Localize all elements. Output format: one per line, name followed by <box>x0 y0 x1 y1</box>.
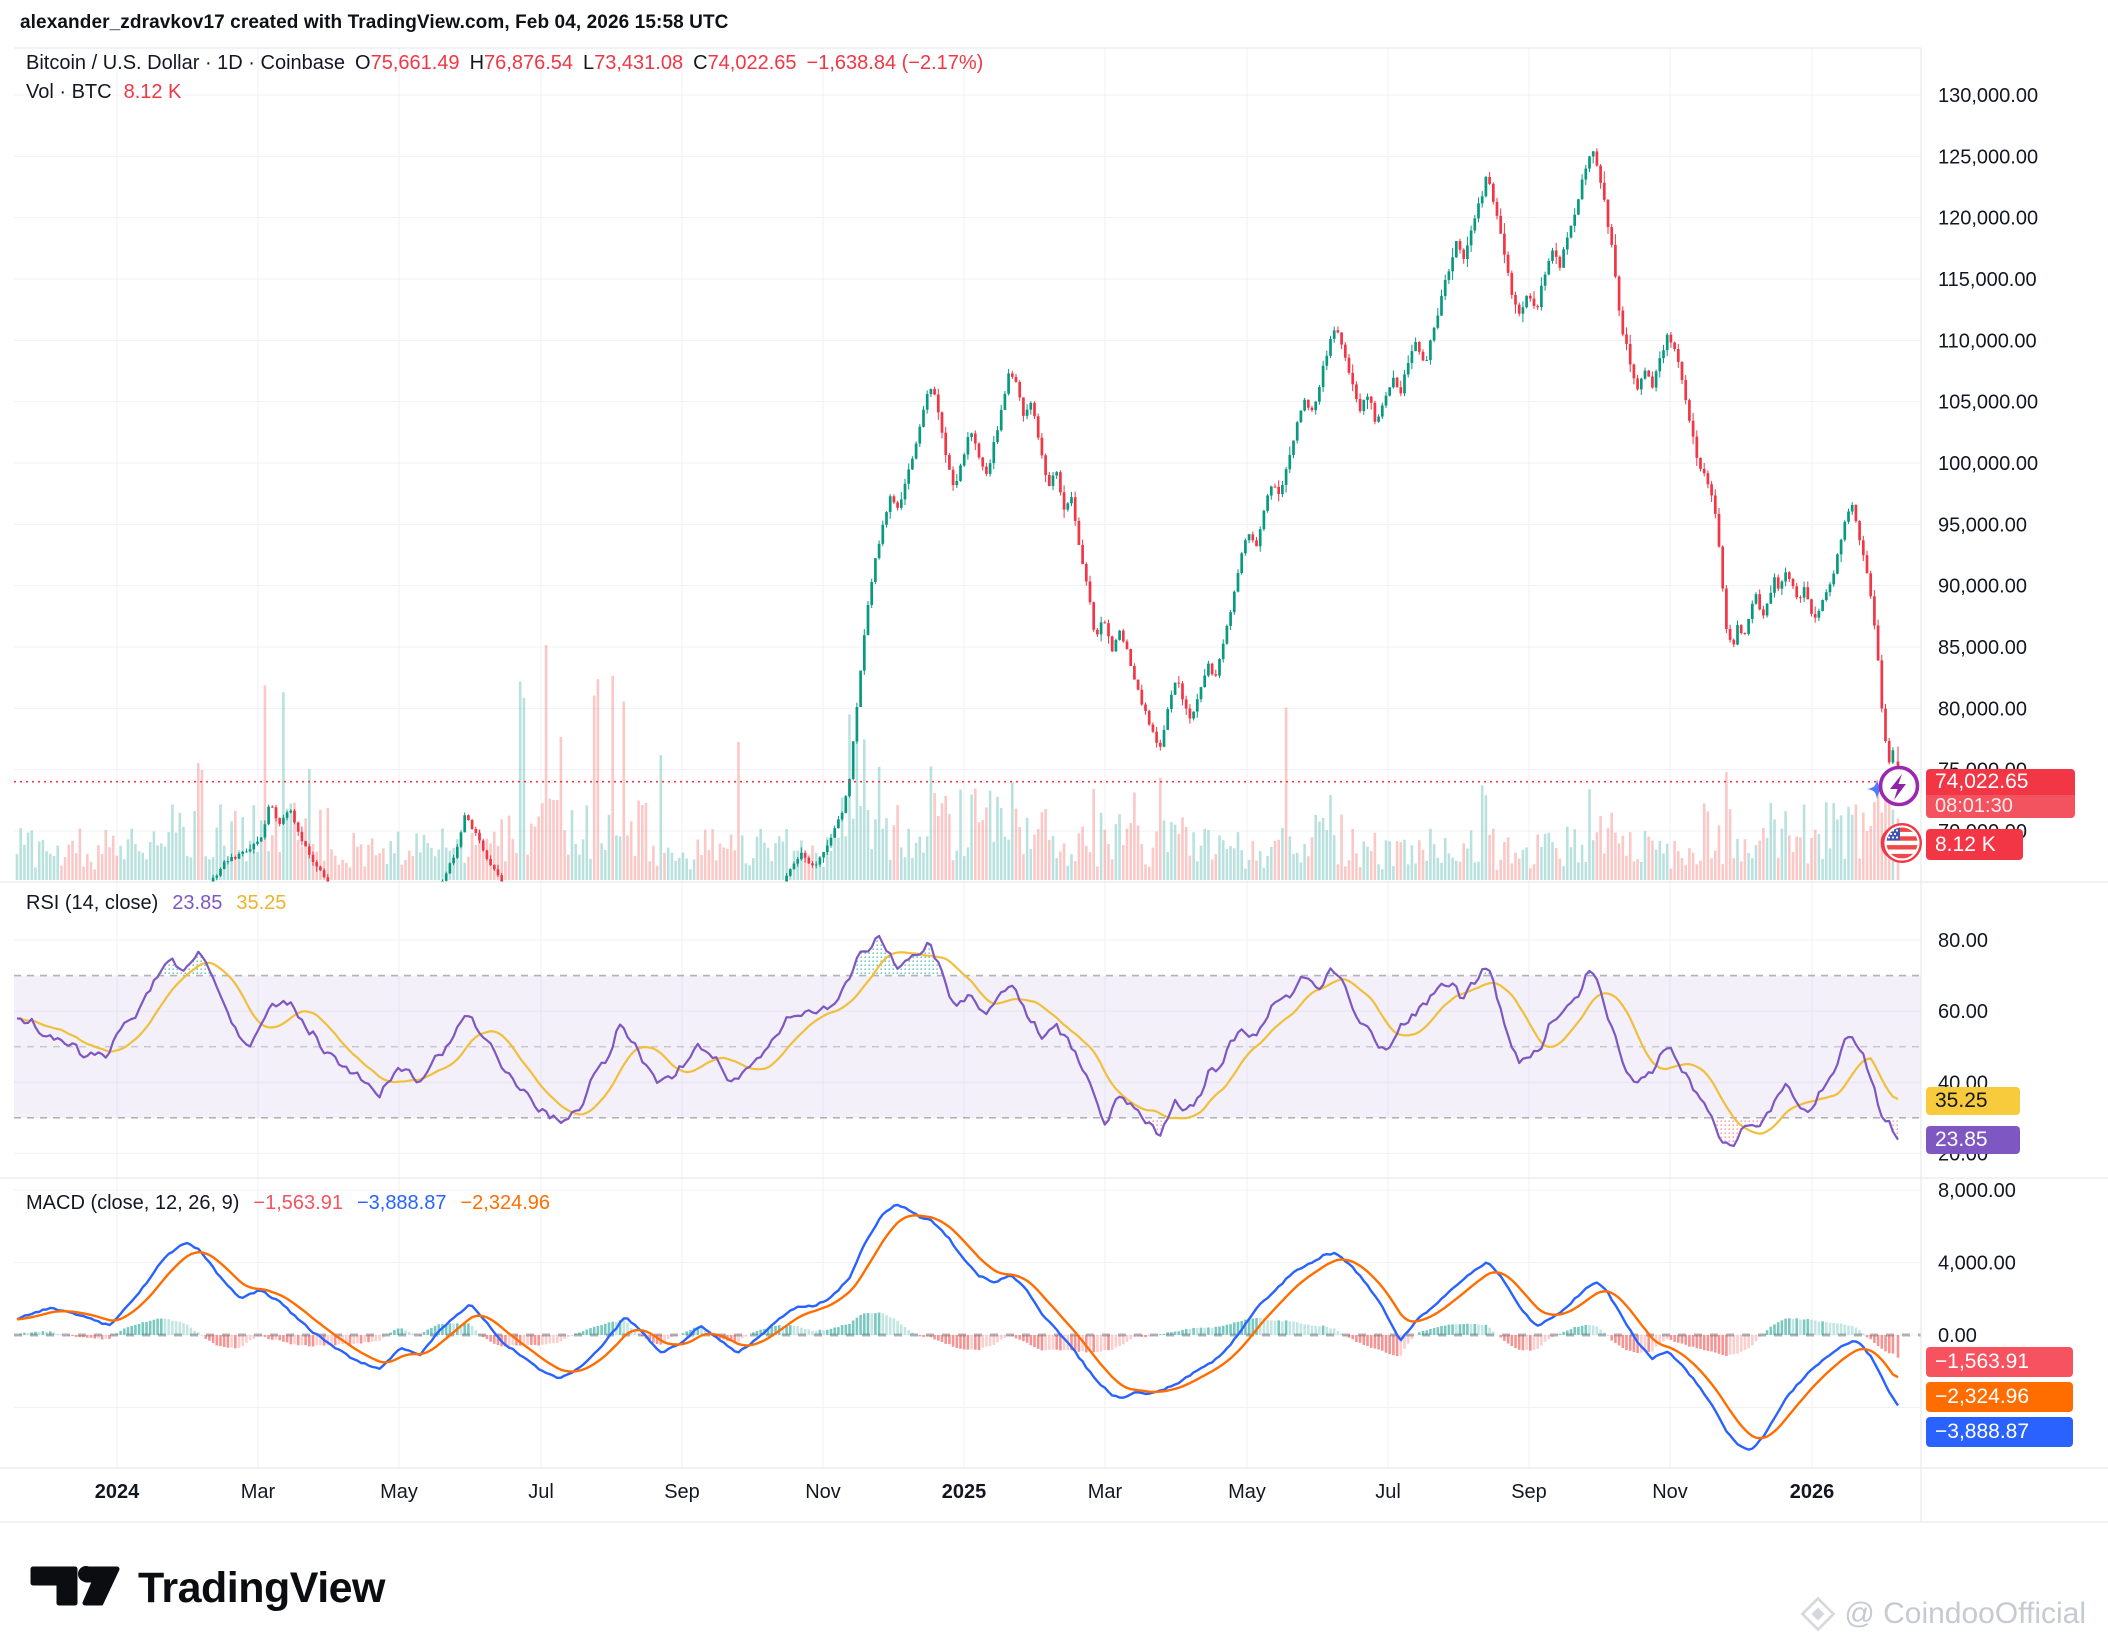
svg-text:80.00: 80.00 <box>1938 930 1988 952</box>
svg-text:100,000.00: 100,000.00 <box>1938 453 2038 475</box>
rsi-ma-badge: 35.25 <box>1926 1087 2020 1115</box>
ohlc-high: H76,876.54 <box>469 52 573 74</box>
rsi-ma-legend-value: 35.25 <box>236 892 287 914</box>
ohlc-close: C74,022.65 <box>693 52 797 74</box>
macd-pane[interactable] <box>14 1180 1921 1468</box>
time-axis-label: 2026 <box>1789 1481 1835 1503</box>
channel-watermark: @ CoindooOfficial <box>1800 1596 2086 1632</box>
macd-hist-legend-value: −1,563.91 <box>253 1192 343 1214</box>
time-axis[interactable]: 2024 Mar May Jul Sep Nov 2025 Mar May Jul Sep Nov 20… <box>0 1470 2108 1522</box>
watermark-text: @ CoindooOfficial <box>1844 1597 2086 1630</box>
time-axis-label: May <box>380 1481 418 1503</box>
svg-text:120,000.00: 120,000.00 <box>1938 208 2038 230</box>
macd-plot <box>14 1203 1921 1451</box>
time-axis-label: Mar <box>240 1481 276 1503</box>
volume-bars <box>15 645 1900 880</box>
svg-text:80,000.00: 80,000.00 <box>1938 698 2027 720</box>
symbol-legend: Bitcoin / U.S. Dollar · 1D · Coinbase O7… <box>26 52 983 75</box>
rsi-plot <box>16 934 1899 1148</box>
countdown-timer: 08:01:30 <box>1926 795 2075 818</box>
candles <box>211 148 1900 882</box>
tradingview-wordmark: TradingView <box>138 1563 386 1612</box>
grid-lines <box>14 47 1921 1468</box>
svg-text:85,000.00: 85,000.00 <box>1938 637 2027 659</box>
ohlc-open: O75,661.49 <box>355 52 460 74</box>
diamond-watermark-icon <box>1800 1596 1836 1632</box>
rsi-legend-value: 23.85 <box>172 892 223 914</box>
volume-legend-value: 8.12 K <box>123 81 182 103</box>
time-axis-label: Sep <box>664 1481 700 1503</box>
macd-legend: MACD (close, 12, 26, 9) −1,563.91 −3,888… <box>26 1192 550 1215</box>
svg-text:0.00: 0.00 <box>1938 1325 1977 1347</box>
tradingview-logo-icon <box>30 1566 120 1606</box>
time-axis-label: 2024 <box>94 1481 140 1503</box>
rsi-badge: 23.85 <box>1926 1126 2020 1154</box>
macd-legend-title[interactable]: MACD (close, 12, 26, 9) <box>26 1192 240 1214</box>
change-value: −1,638.84 (−2.17%) <box>806 52 984 74</box>
rsi-legend-title[interactable]: RSI (14, close) <box>26 892 159 914</box>
svg-text:110,000.00: 110,000.00 <box>1938 330 2037 352</box>
lightning-event-icon[interactable] <box>1858 763 1924 811</box>
svg-text:130,000.00: 130,000.00 <box>1938 85 2038 107</box>
macd-signal-legend-value: −2,324.96 <box>460 1192 551 1214</box>
attribution-text: alexander_zdravkov17 created with Tradin… <box>20 12 729 33</box>
main-price-pane[interactable] <box>14 48 1921 882</box>
symbol-title[interactable]: Bitcoin / U.S. Dollar · 1D · Coinbase <box>26 52 346 74</box>
time-axis-label: Mar <box>1087 1481 1123 1503</box>
svg-text:8,000.00: 8,000.00 <box>1938 1180 2016 1202</box>
rsi-legend: RSI (14, close) 23.85 35.25 <box>26 892 286 915</box>
macd-signal-badge: −2,324.96 <box>1926 1382 2073 1412</box>
tradingview-logo[interactable]: TradingView <box>30 1560 386 1616</box>
time-axis-label: 2025 <box>941 1481 987 1503</box>
macd-hist-badge: −1,563.91 <box>1926 1347 2073 1377</box>
svg-text:60.00: 60.00 <box>1938 1001 1988 1023</box>
macd-line-legend-value: −3,888.87 <box>356 1192 447 1214</box>
rsi-pane[interactable] <box>14 884 1921 1178</box>
svg-text:95,000.00: 95,000.00 <box>1938 514 2027 536</box>
time-axis-label: Jul <box>1375 1481 1401 1503</box>
pane-separators <box>0 48 2108 1523</box>
time-axis-label: May <box>1228 1481 1266 1503</box>
time-axis-label: Nov <box>805 1481 841 1503</box>
volume-legend: Vol · BTC 8.12 K <box>26 81 181 104</box>
volume-badge: 8.12 K <box>1926 829 2023 860</box>
price-scale-labels: 130,000.00 125,000.00 120,000.00 115,000.00… <box>1938 85 2038 1347</box>
svg-text:90,000.00: 90,000.00 <box>1938 576 2027 598</box>
last-price-badge: 74,022.65 08:01:30 <box>1926 769 2075 818</box>
last-price-value: 74,022.65 <box>1935 770 2029 793</box>
time-axis-label: Sep <box>1511 1481 1547 1503</box>
volume-legend-title[interactable]: Vol · BTC <box>26 81 112 103</box>
time-axis-label: Nov <box>1652 1481 1688 1503</box>
svg-text:115,000.00: 115,000.00 <box>1938 269 2037 291</box>
ohlc-low: L73,431.08 <box>583 52 684 74</box>
sparkle-icon <box>1867 779 1887 799</box>
us-flag-event-icon[interactable] <box>1879 821 1925 865</box>
svg-text:125,000.00: 125,000.00 <box>1938 146 2038 168</box>
macd-line-badge: −3,888.87 <box>1926 1417 2073 1447</box>
time-axis-label: Jul <box>528 1481 554 1503</box>
svg-text:105,000.00: 105,000.00 <box>1938 392 2038 414</box>
svg-text:4,000.00: 4,000.00 <box>1938 1253 2016 1275</box>
